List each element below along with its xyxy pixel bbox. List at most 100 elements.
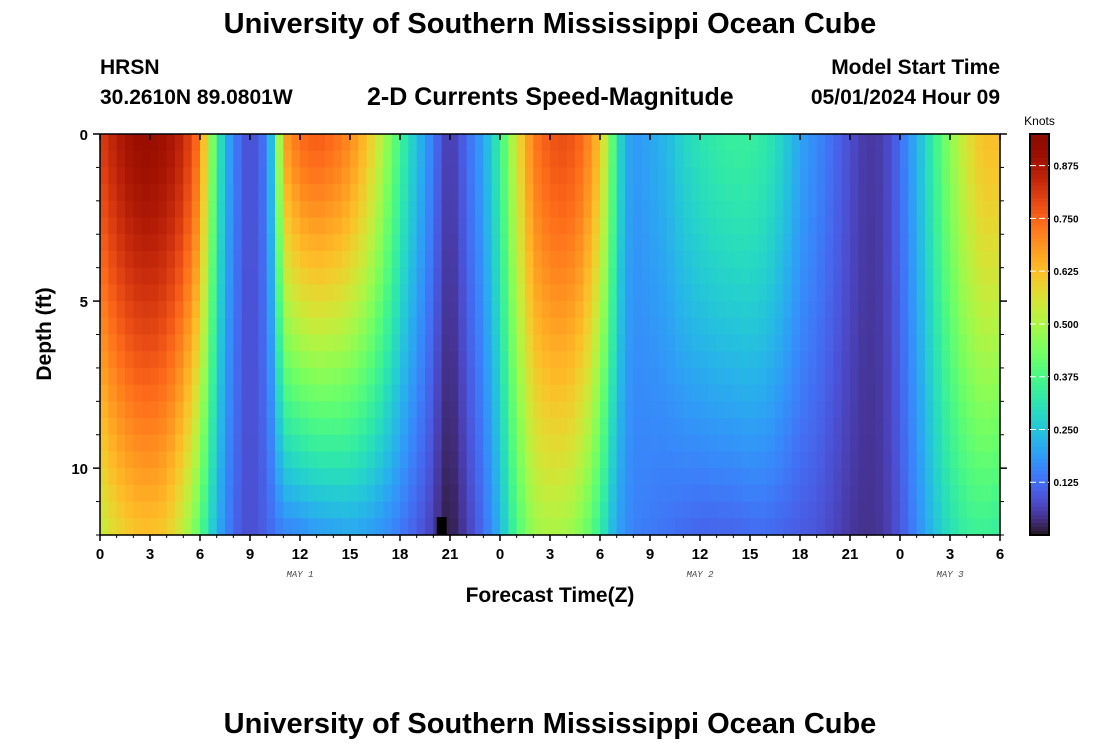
- heatmap-cell: [691, 317, 701, 336]
- colorbar-segment: [1030, 266, 1049, 271]
- heatmap-cell: [616, 134, 626, 152]
- heatmap-cell: [808, 234, 818, 252]
- heatmap-cell: [566, 217, 576, 235]
- heatmap-cell: [241, 267, 251, 285]
- heatmap-cell: [416, 401, 426, 419]
- heatmap-cell: [733, 184, 743, 202]
- heatmap-cell: [116, 468, 126, 486]
- colorbar-segment: [1030, 394, 1049, 400]
- heatmap-cell: [425, 518, 434, 536]
- heatmap-cell: [425, 418, 434, 436]
- heatmap-cell: [675, 367, 684, 386]
- heatmap-cell: [158, 200, 168, 219]
- heatmap-cell: [183, 518, 193, 536]
- heatmap-cell: [583, 484, 593, 503]
- heatmap-cell: [991, 217, 1001, 235]
- heatmap-cell: [216, 367, 226, 386]
- heatmap-cell: [700, 184, 709, 202]
- heatmap-cell: [666, 418, 676, 436]
- heatmap-cell: [366, 217, 376, 235]
- heatmap-cell: [408, 250, 418, 269]
- heatmap-cell: [708, 217, 718, 235]
- heatmap-cell: [825, 401, 834, 419]
- heatmap-cell: [991, 351, 1001, 369]
- heatmap-cell: [516, 167, 526, 185]
- heatmap-cell: [400, 317, 409, 336]
- heatmap-cell: [775, 418, 784, 436]
- heatmap-cell: [600, 384, 609, 402]
- heatmap-cell: [416, 167, 426, 185]
- heatmap-cell: [250, 234, 259, 252]
- heatmap-cell: [325, 217, 334, 235]
- heatmap-cell: [825, 367, 834, 386]
- heatmap-cell: [583, 317, 593, 336]
- heatmap-cell: [183, 418, 193, 436]
- heatmap-cell: [125, 401, 134, 419]
- heatmap-cell: [375, 150, 384, 169]
- heatmap-cell: [858, 468, 868, 486]
- heatmap-cell: [683, 501, 693, 519]
- heatmap-cell: [325, 518, 334, 536]
- heatmap-cell: [516, 468, 526, 486]
- colorbar-segment: [1030, 494, 1049, 500]
- heatmap-cell: [958, 351, 968, 369]
- heatmap-cell: [133, 434, 143, 453]
- heatmap-cell: [200, 484, 209, 503]
- heatmap-cell: [758, 434, 768, 453]
- heatmap-cell: [116, 200, 126, 219]
- heatmap-cell: [775, 501, 784, 519]
- heatmap-cell: [191, 434, 201, 453]
- heatmap-cell: [700, 418, 709, 436]
- heatmap-cell: [658, 334, 668, 352]
- heatmap-cell: [458, 418, 468, 436]
- heatmap-cell: [550, 250, 559, 269]
- heatmap-cell: [458, 484, 468, 503]
- heatmap-cell: [958, 384, 968, 402]
- heatmap-cell: [283, 518, 293, 536]
- heatmap-cell: [908, 267, 918, 285]
- heatmap-cell: [750, 250, 759, 269]
- heatmap-cell: [608, 250, 618, 269]
- heatmap-cell: [691, 384, 701, 402]
- heatmap-cell: [150, 334, 159, 352]
- heatmap-cell: [816, 301, 826, 319]
- heatmap-cell: [700, 451, 709, 469]
- heatmap-cell: [533, 401, 543, 419]
- heatmap-cell: [825, 150, 834, 169]
- heatmap-cell: [191, 418, 201, 436]
- heatmap-cell: [308, 367, 318, 386]
- heatmap-cell: [300, 234, 309, 252]
- heatmap-cell: [608, 301, 618, 319]
- heatmap-cell: [483, 451, 493, 469]
- heatmap-cell: [783, 217, 793, 235]
- heatmap-cell: [325, 200, 334, 219]
- heatmap-cell: [375, 351, 384, 369]
- heatmap-cell: [950, 367, 959, 386]
- heatmap-cell: [291, 234, 301, 252]
- heatmap-cell: [875, 384, 884, 402]
- heatmap-cell: [491, 484, 501, 503]
- heatmap-cell: [533, 501, 543, 519]
- heatmap-cell: [575, 418, 584, 436]
- heatmap-cell: [500, 267, 509, 285]
- heatmap-cell: [316, 334, 326, 352]
- heatmap-cell: [550, 284, 559, 302]
- heatmap-cell: [675, 150, 684, 169]
- heatmap-cell: [733, 418, 743, 436]
- heatmap-cell: [741, 234, 751, 252]
- heatmap-cell: [950, 217, 959, 235]
- heatmap-cell: [116, 267, 126, 285]
- heatmap-cell: [150, 401, 159, 419]
- heatmap-cell: [833, 401, 843, 419]
- heatmap-cell: [866, 234, 876, 252]
- colorbar-segment: [1030, 462, 1049, 468]
- heatmap-cell: [750, 200, 759, 219]
- heatmap-cell: [316, 250, 326, 269]
- heatmap-cell: [250, 134, 259, 152]
- heatmap-cell: [508, 250, 518, 269]
- heatmap-cell: [333, 367, 343, 386]
- heatmap-cell: [825, 167, 834, 185]
- heatmap-cell: [491, 418, 501, 436]
- heatmap-cell: [858, 451, 868, 469]
- heatmap-cell: [400, 434, 409, 453]
